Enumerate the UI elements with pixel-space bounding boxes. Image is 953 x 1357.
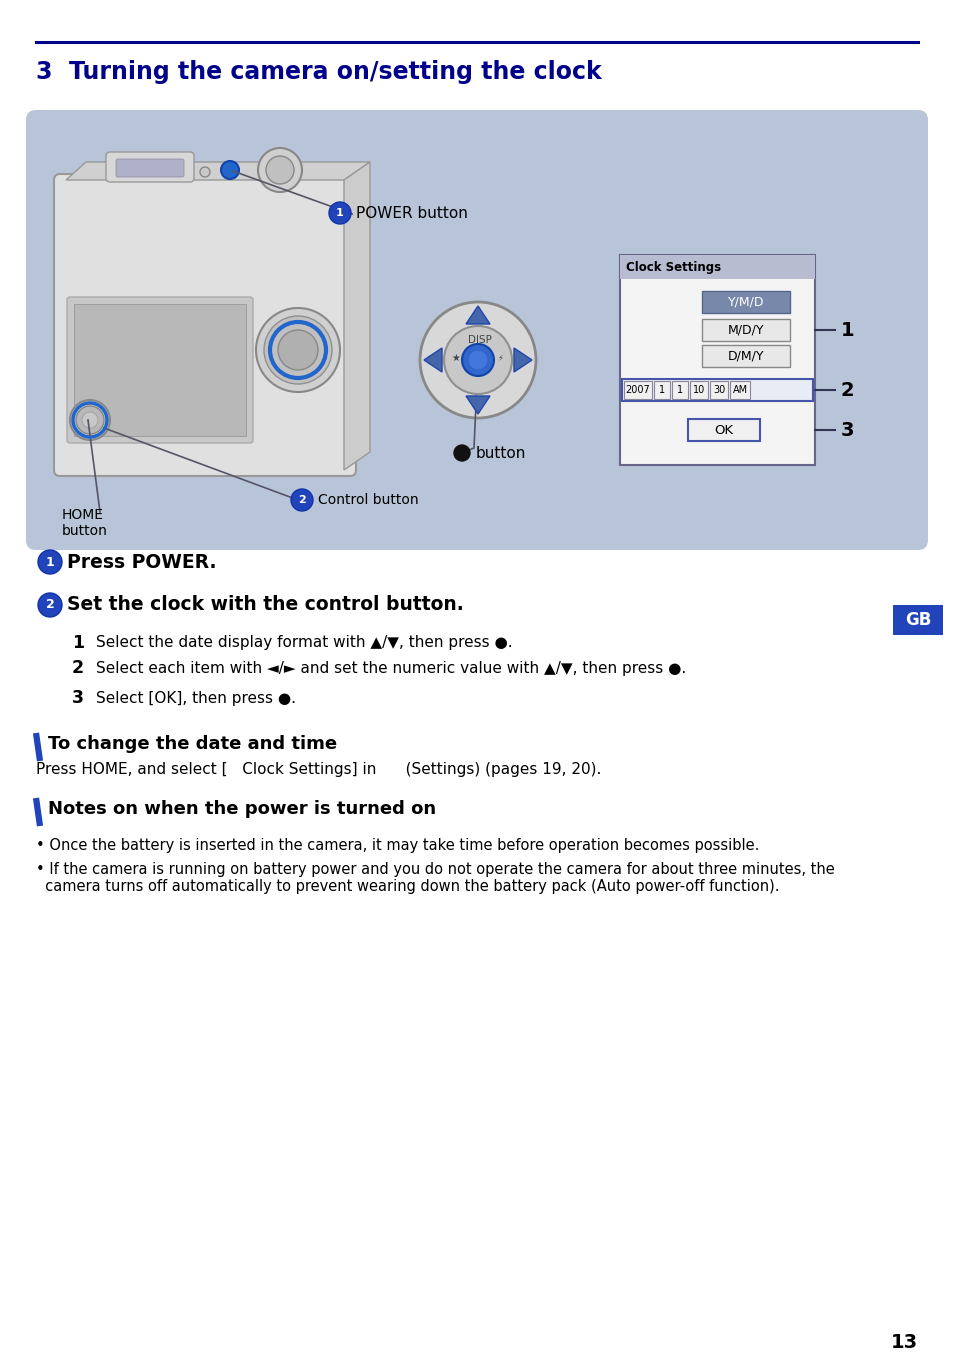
Text: 1: 1 — [659, 385, 664, 395]
Text: 3: 3 — [71, 689, 84, 707]
Bar — [623, 381, 651, 399]
Text: 1: 1 — [677, 385, 682, 395]
Circle shape — [329, 202, 351, 224]
Circle shape — [461, 345, 494, 376]
Text: 10: 10 — [692, 385, 704, 395]
Circle shape — [291, 489, 313, 512]
Text: 13: 13 — [890, 1333, 917, 1352]
Text: 2: 2 — [46, 598, 54, 612]
Circle shape — [221, 161, 239, 179]
Text: 2: 2 — [297, 495, 306, 505]
Text: AM: AM — [732, 385, 747, 395]
Text: DISP: DISP — [468, 335, 492, 345]
Bar — [689, 381, 707, 399]
Text: D/M/Y: D/M/Y — [727, 350, 763, 362]
Text: • If the camera is running on battery power and you do not operate the camera fo: • If the camera is running on battery po… — [36, 862, 834, 894]
Polygon shape — [66, 161, 370, 180]
Circle shape — [454, 445, 470, 461]
Text: Select [OK], then press ●.: Select [OK], then press ●. — [96, 691, 295, 706]
Bar — [621, 379, 812, 402]
Circle shape — [255, 308, 339, 392]
Bar — [687, 419, 760, 441]
Bar — [619, 255, 814, 465]
Text: ⚡: ⚡ — [497, 354, 502, 362]
Text: 1: 1 — [46, 555, 54, 569]
Circle shape — [468, 350, 488, 370]
Circle shape — [277, 330, 317, 370]
Polygon shape — [465, 305, 490, 324]
Text: HOME: HOME — [62, 508, 104, 522]
Circle shape — [264, 316, 332, 384]
Bar — [729, 381, 749, 399]
Bar — [671, 381, 687, 399]
Text: 2: 2 — [841, 380, 854, 399]
Bar — [701, 290, 789, 313]
Circle shape — [82, 413, 98, 427]
Text: ★: ★ — [451, 353, 460, 364]
Text: To change the date and time: To change the date and time — [48, 735, 336, 753]
Circle shape — [70, 400, 110, 440]
Text: Clock Settings: Clock Settings — [625, 261, 720, 274]
Circle shape — [257, 148, 302, 191]
Text: 1: 1 — [71, 634, 84, 651]
Text: 2007: 2007 — [625, 385, 650, 395]
Bar — [701, 345, 789, 366]
FancyBboxPatch shape — [67, 297, 253, 442]
Circle shape — [38, 593, 62, 617]
Text: 3: 3 — [841, 421, 854, 440]
Text: Press POWER.: Press POWER. — [67, 552, 216, 571]
Text: 1: 1 — [841, 320, 854, 339]
Text: POWER button: POWER button — [355, 205, 467, 220]
Text: button: button — [476, 445, 526, 460]
Polygon shape — [514, 347, 532, 372]
Text: Control button: Control button — [317, 493, 418, 508]
FancyBboxPatch shape — [26, 110, 927, 550]
Text: M/D/Y: M/D/Y — [727, 323, 763, 337]
Circle shape — [443, 326, 512, 394]
Polygon shape — [423, 347, 441, 372]
Bar — [654, 381, 669, 399]
Bar — [619, 255, 814, 280]
Text: GB: GB — [903, 611, 930, 630]
Bar — [892, 605, 942, 635]
Text: Select each item with ◄/► and set the numeric value with ▲/▼, then press ●.: Select each item with ◄/► and set the nu… — [96, 661, 685, 676]
Text: button: button — [62, 524, 108, 537]
Circle shape — [200, 167, 210, 176]
FancyBboxPatch shape — [116, 159, 184, 176]
Text: 2: 2 — [71, 660, 84, 677]
FancyBboxPatch shape — [106, 152, 193, 182]
Polygon shape — [465, 396, 490, 414]
Text: 3  Turning the camera on/setting the clock: 3 Turning the camera on/setting the cloc… — [36, 60, 601, 84]
Bar — [709, 381, 727, 399]
Circle shape — [76, 406, 104, 434]
FancyBboxPatch shape — [54, 174, 355, 476]
FancyBboxPatch shape — [74, 304, 246, 436]
Text: Set the clock with the control button.: Set the clock with the control button. — [67, 596, 463, 615]
Polygon shape — [344, 161, 370, 470]
Text: Notes on when the power is turned on: Notes on when the power is turned on — [48, 801, 436, 818]
Text: • Once the battery is inserted in the camera, it may take time before operation : • Once the battery is inserted in the ca… — [36, 839, 759, 854]
Circle shape — [419, 303, 536, 418]
Text: 1: 1 — [335, 208, 343, 218]
Text: Select the date display format with ▲/▼, then press ●.: Select the date display format with ▲/▼,… — [96, 635, 512, 650]
Circle shape — [266, 156, 294, 185]
Text: 30: 30 — [712, 385, 724, 395]
Circle shape — [38, 550, 62, 574]
Text: Y/M/D: Y/M/D — [727, 296, 763, 308]
Text: Press HOME, and select [   Clock Settings] in      (Settings) (pages 19, 20).: Press HOME, and select [ Clock Settings]… — [36, 763, 600, 778]
Bar — [701, 319, 789, 341]
Text: OK: OK — [714, 423, 733, 437]
